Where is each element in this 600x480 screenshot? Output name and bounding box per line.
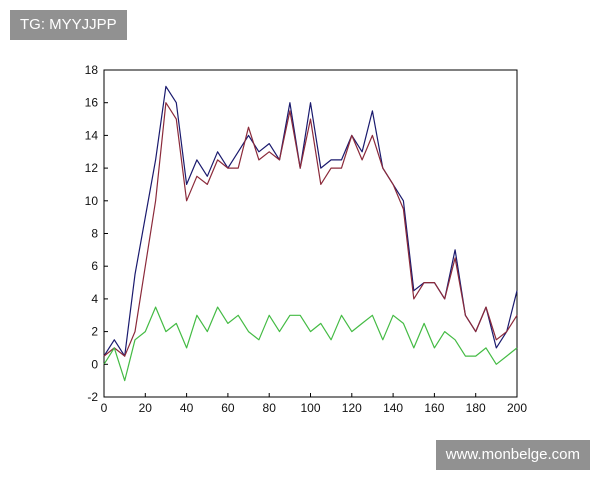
x-tick-label: 180 xyxy=(466,401,486,415)
y-tick-label: 14 xyxy=(85,128,99,142)
series-line-2 xyxy=(103,102,518,357)
watermark-bottom-right: www.monbelge.com xyxy=(435,440,590,470)
plot-area xyxy=(103,69,518,398)
y-axis-ticks: -2 0 2 4 6 8 10 12 14 16 18 xyxy=(85,63,108,404)
watermark-top-left: TG: MYYJJPP xyxy=(10,10,127,40)
y-tick-label: 10 xyxy=(85,194,99,208)
series-layer xyxy=(103,85,518,382)
x-tick-label: 100 xyxy=(300,401,320,415)
x-tick-label: 20 xyxy=(139,401,153,415)
x-tick-label: 160 xyxy=(424,401,444,415)
y-tick-label: 8 xyxy=(91,227,98,241)
x-tick-label: 120 xyxy=(342,401,362,415)
x-tick-label: 40 xyxy=(180,401,194,415)
y-tick-label: 12 xyxy=(85,161,99,175)
x-tick-label: 60 xyxy=(221,401,235,415)
x-tick-label: 140 xyxy=(383,401,403,415)
y-tick-label: 18 xyxy=(85,63,99,77)
series-line-1 xyxy=(103,85,518,357)
y-tick-label: 4 xyxy=(91,292,98,306)
y-tick-label: 16 xyxy=(85,96,99,110)
y-tick-label: 2 xyxy=(91,325,98,339)
x-tick-label: 0 xyxy=(101,401,108,415)
series-line-3 xyxy=(103,306,518,382)
x-tick-label: 200 xyxy=(507,401,527,415)
x-tick-label: 80 xyxy=(263,401,277,415)
y-tick-label: -2 xyxy=(87,390,98,404)
y-tick-label: 0 xyxy=(91,357,98,371)
y-tick-label: 6 xyxy=(91,259,98,273)
x-axis-ticks: 0 20 40 60 80 100 120 140 160 180 200 xyxy=(101,393,527,415)
